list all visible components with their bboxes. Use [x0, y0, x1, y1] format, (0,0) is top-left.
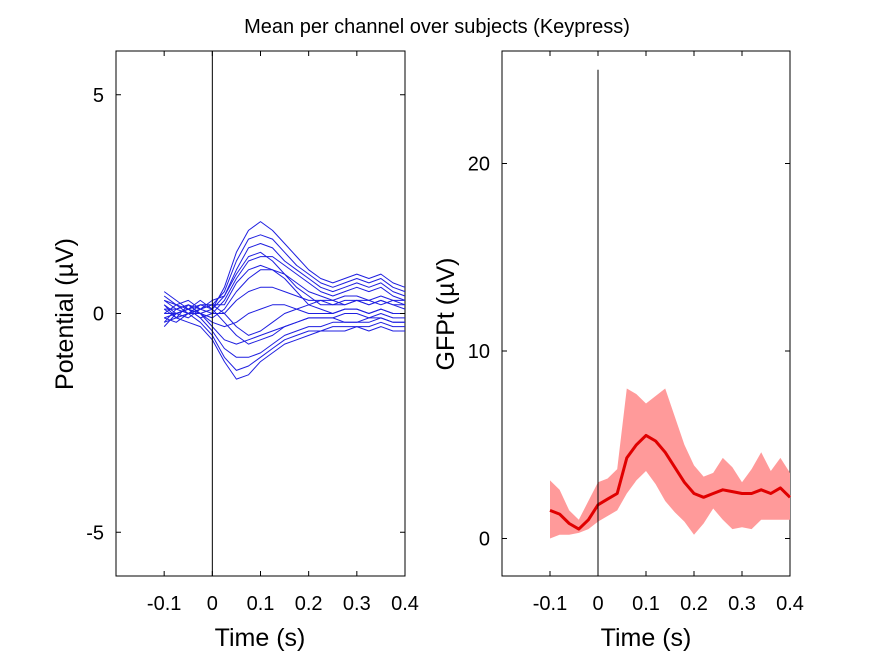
channel-line-2 [163, 234, 406, 310]
right-x-tick-label: 0.1 [632, 593, 660, 615]
right-y-tick-label: 0 [479, 529, 490, 551]
right-y-label: GFPt (µV) [432, 257, 460, 370]
right-axes: -0.1 0 0.1 0.2 0.3 0.4 0 10 20 Time (s) GFPt (µV… [432, 50, 804, 652]
channel-line-15 [164, 299, 405, 336]
right-x-tick-label: -0.1 [533, 593, 567, 615]
right-ticks: -0.1 0 0.1 0.2 0.3 0.4 0 10 20 [468, 51, 804, 615]
right-y-tick-label: 20 [468, 154, 490, 176]
channel-line-5 [164, 269, 406, 319]
channel-line-7 [164, 304, 405, 328]
gfp-line [549, 433, 792, 531]
left-x-tick-label: 0.4 [391, 593, 419, 615]
figure-title: Mean per channel over subjects (Keypress… [244, 16, 630, 38]
channel-lines [163, 221, 406, 380]
right-x-label: Time (s) [601, 624, 692, 652]
left-axes-frame [115, 50, 406, 577]
channel-line-10 [164, 313, 405, 371]
left-x-tick-label: 0 [207, 593, 218, 615]
channel-line-11 [163, 304, 405, 380]
left-y-tick-label: 0 [93, 304, 104, 326]
left-x-tick-label: 0.1 [247, 593, 275, 615]
right-x-tick-label: 0 [592, 593, 603, 615]
left-x-label: Time (s) [215, 624, 306, 652]
left-x-tick-label: 0.2 [295, 593, 323, 615]
channel-line-8 [163, 304, 405, 345]
left-y-tick-label: 5 [93, 85, 104, 107]
gfp-confidence-band [550, 388, 790, 539]
left-axes: -0.1 0 0.1 0.2 0.3 0.4 -5 0 5 Time (s) Potential… [51, 50, 419, 652]
channel-line-3 [163, 243, 406, 314]
right-x-tick-label: 0.4 [776, 593, 804, 615]
left-x-tick-label: 0.3 [343, 593, 371, 615]
channel-line-13 [164, 264, 405, 314]
left-x-tick-label: -0.1 [147, 593, 181, 615]
left-y-tick-label: -5 [86, 522, 104, 544]
left-y-label: Potential (µV) [51, 238, 79, 390]
channel-line-14 [163, 251, 406, 319]
channel-line-9 [163, 308, 405, 358]
left-ticks: -0.1 0 0.1 0.2 0.3 0.4 -5 0 5 [86, 51, 419, 615]
right-x-tick-label: 0.3 [728, 593, 756, 615]
right-x-tick-label: 0.2 [680, 593, 708, 615]
channel-line-12 [163, 299, 405, 345]
right-y-tick-label: 10 [468, 341, 490, 363]
